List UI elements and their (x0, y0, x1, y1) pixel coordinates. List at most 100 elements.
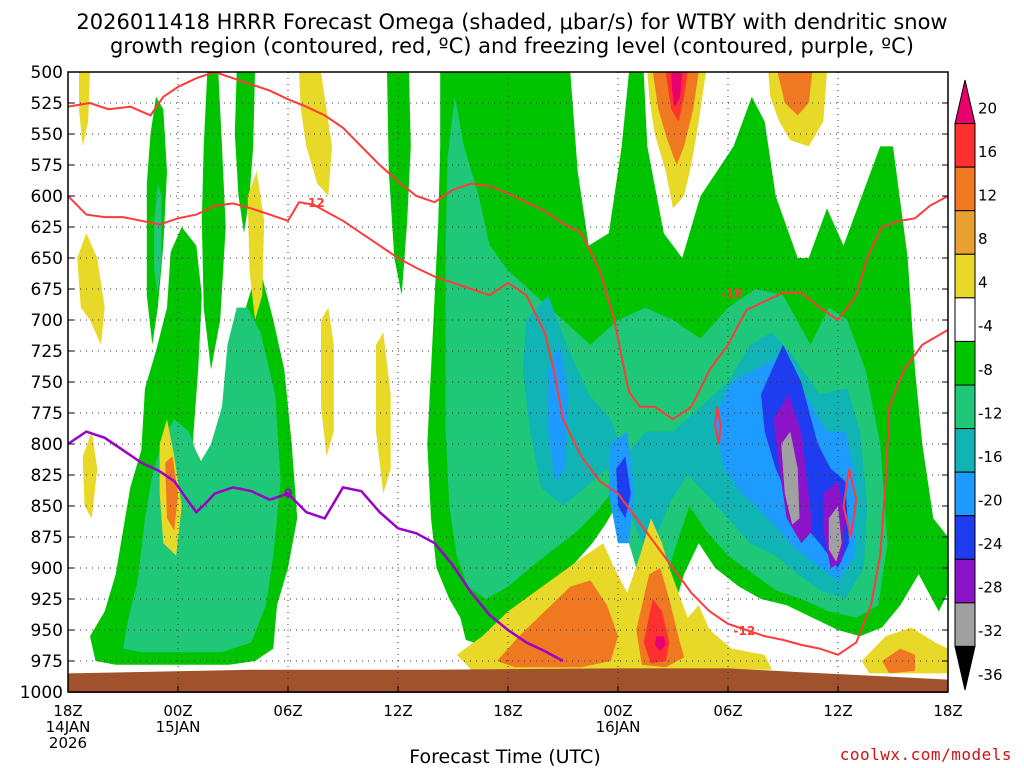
x-tick-label: 18Z (493, 702, 522, 720)
omega-region (123, 307, 281, 653)
site-credit[interactable]: coolwx.com/models (839, 745, 1012, 764)
y-tick-label: 850 (31, 497, 63, 517)
y-tick-label: 550 (31, 125, 63, 145)
x-tick-label: 06Z (273, 702, 302, 720)
omega-shading (77, 72, 948, 674)
omega-region (154, 183, 162, 296)
y-tick-label: 675 (31, 280, 63, 300)
colorbar-label: -8 (978, 361, 993, 379)
dgz-contour-loop (714, 406, 722, 445)
colorbar-label: -36 (978, 666, 1003, 684)
dgz-contours (68, 72, 948, 656)
y-tick-label: 625 (31, 218, 63, 238)
dgz-contour-line (68, 195, 948, 656)
colorbar-label: -16 (978, 448, 1003, 466)
colorbar-label: -28 (978, 579, 1003, 597)
colorbar: 20 16 12 8 4 -4 -8 -12 -16 -20 -24 -28 -32 -36 (954, 79, 1003, 691)
y-tick-label: 700 (31, 311, 63, 331)
colorbar-label: 16 (978, 143, 997, 161)
x-tick-label: 12Z (823, 702, 852, 720)
x-tick-label: 12Z (383, 702, 412, 720)
colorbar-segment (954, 558, 976, 604)
y-tick-label: 750 (31, 373, 63, 393)
omega-region (387, 72, 411, 296)
omega-region (376, 332, 391, 494)
y-tick-label: 500 (31, 63, 63, 83)
y-tick-label: 725 (31, 342, 63, 362)
x-tick-label: 18Z (53, 702, 82, 720)
colorbar-segment (954, 123, 976, 168)
freezing-level-line (67, 430, 564, 663)
omega-region (652, 72, 699, 165)
colorbar-segment (954, 384, 976, 430)
colorbar-label: 12 (978, 186, 997, 204)
colorbar-segment (954, 471, 976, 517)
y-tick-label: 925 (31, 590, 63, 610)
omega-region (781, 431, 800, 525)
y-tick-label: 900 (31, 559, 63, 579)
chart-title-line-1: 2026011418 HRRR Forecast Omega (shaded, … (76, 10, 948, 34)
y-tick-label: 775 (31, 404, 63, 424)
omega-region (882, 648, 915, 674)
omega-region (497, 580, 618, 668)
y-tick-label: 825 (31, 466, 63, 486)
omega-region (79, 72, 90, 147)
omega-region (777, 72, 813, 116)
y-tick-label: 575 (31, 156, 63, 176)
colorbar-segment (954, 210, 976, 255)
omega-region (654, 636, 666, 652)
omega-region (671, 72, 683, 107)
chart-title-line-2: growth region (contoured, red, ºC) and f… (110, 34, 914, 58)
y-tick-label: 950 (31, 621, 63, 641)
y-tick-label: 800 (31, 435, 63, 455)
x-tick-label: 00Z (603, 702, 632, 720)
colorbar-label: -24 (978, 535, 1003, 553)
omega-region (165, 456, 178, 531)
colorbar-segment (954, 428, 976, 473)
omega-region (77, 233, 105, 345)
freezing-level-label: 0 (284, 487, 292, 501)
y-tick-label: 875 (31, 528, 63, 548)
omega-region (616, 456, 631, 519)
omega-region (82, 431, 98, 519)
colorbar-segment (954, 166, 976, 212)
omega-region (321, 307, 334, 457)
x-tick-label: 06Z (713, 702, 742, 720)
colorbar-segment (954, 253, 976, 299)
y-tick-label: 600 (31, 187, 63, 207)
x-tick-label: 18Z (933, 702, 962, 720)
grid-lines (68, 72, 948, 692)
x-tick-label: 14JAN (46, 718, 91, 736)
omega-region (234, 72, 255, 234)
colorbar-label: 8 (978, 230, 988, 248)
colorbar-segment (954, 297, 976, 342)
colorbar-label: -32 (978, 622, 1003, 640)
colorbar-segment (954, 340, 976, 386)
y-tick-label: 650 (31, 249, 63, 269)
x-tick-label: 2026 (49, 734, 87, 752)
omega-region (548, 344, 569, 482)
x-tick-label: 00Z (163, 702, 192, 720)
colorbar-label: 4 (978, 274, 988, 292)
colorbar-cap-bottom (954, 645, 976, 691)
y-tick-label: 975 (31, 652, 63, 672)
colorbar-cap-top (954, 79, 976, 125)
x-tick-label: 16JAN (596, 718, 641, 736)
colorbar-label: 20 (978, 99, 997, 117)
omega-region (201, 72, 226, 370)
x-axis-title: Forecast Time (UTC) (409, 746, 601, 768)
colorbar-label: -12 (978, 404, 1003, 422)
colorbar-segment (954, 602, 976, 647)
dgz-contour-label: -12 (734, 624, 756, 638)
dgz-contour-label: -18 (721, 287, 743, 301)
dgz-contour-line (68, 72, 948, 421)
colorbar-segment (954, 515, 976, 560)
x-tick-label: 15JAN (156, 718, 201, 736)
y-tick-label: 525 (31, 94, 63, 114)
colorbar-label: -4 (978, 317, 993, 335)
dgz-contour-label: -12 (303, 196, 325, 210)
colorbar-label: -20 (978, 491, 1003, 509)
omega-region (828, 506, 842, 562)
omega-region (299, 72, 332, 196)
